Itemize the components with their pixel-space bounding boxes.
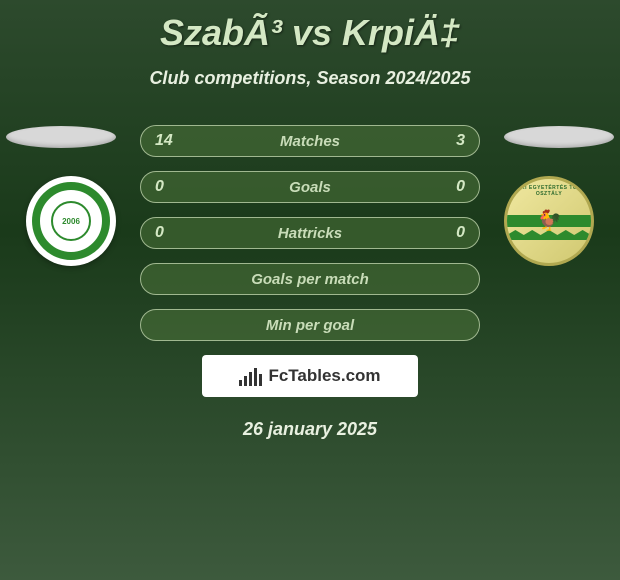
stat-right-value: 0 — [441, 224, 465, 242]
club-badge-left-ring: 2006 — [32, 182, 110, 260]
stat-row-min-per-goal: Min per goal — [140, 309, 480, 341]
comparison-title: SzabÃ³ vs KrpiÄ‡ — [0, 0, 620, 54]
stat-right-value: 0 — [441, 178, 465, 196]
club-badge-right: GYŐRI EGYETÉRTÉS TORNA OSZTÁLY 🐓 — [504, 176, 594, 266]
snapshot-date: 26 january 2025 — [0, 419, 620, 440]
stat-row-goals-per-match: Goals per match — [140, 263, 480, 295]
stat-left-value: 14 — [155, 132, 179, 150]
stats-container: 14 Matches 3 0 Goals 0 0 Hattricks 0 Goa… — [140, 125, 480, 341]
stat-row-goals: 0 Goals 0 — [140, 171, 480, 203]
rooster-icon: 🐓 — [537, 209, 561, 233]
shadow-ellipse-right — [504, 126, 614, 148]
bar-chart-icon — [239, 366, 262, 386]
watermark-text: FcTables.com — [268, 366, 380, 386]
stat-row-hattricks: 0 Hattricks 0 — [140, 217, 480, 249]
club-badge-right-inner: GYŐRI EGYETÉRTÉS TORNA OSZTÁLY 🐓 — [504, 176, 594, 266]
shadow-ellipse-left — [6, 126, 116, 148]
stat-label: Hattricks — [278, 225, 342, 242]
stat-label: Goals per match — [251, 271, 369, 288]
stat-row-matches: 14 Matches 3 — [140, 125, 480, 157]
club-badge-right-ring-text: GYŐRI EGYETÉRTÉS TORNA OSZTÁLY — [507, 185, 591, 197]
watermark-badge[interactable]: FcTables.com — [202, 355, 418, 397]
stat-label: Min per goal — [266, 317, 354, 334]
stat-right-value: 3 — [441, 132, 465, 150]
stat-label: Goals — [289, 179, 331, 196]
stat-left-value: 0 — [155, 178, 179, 196]
club-badge-left: 2006 — [26, 176, 116, 266]
stat-left-value: 0 — [155, 224, 179, 242]
comparison-subtitle: Club competitions, Season 2024/2025 — [0, 68, 620, 89]
club-badge-left-center: 2006 — [51, 201, 91, 241]
club-badge-left-year: 2006 — [62, 217, 80, 226]
stat-label: Matches — [280, 133, 340, 150]
